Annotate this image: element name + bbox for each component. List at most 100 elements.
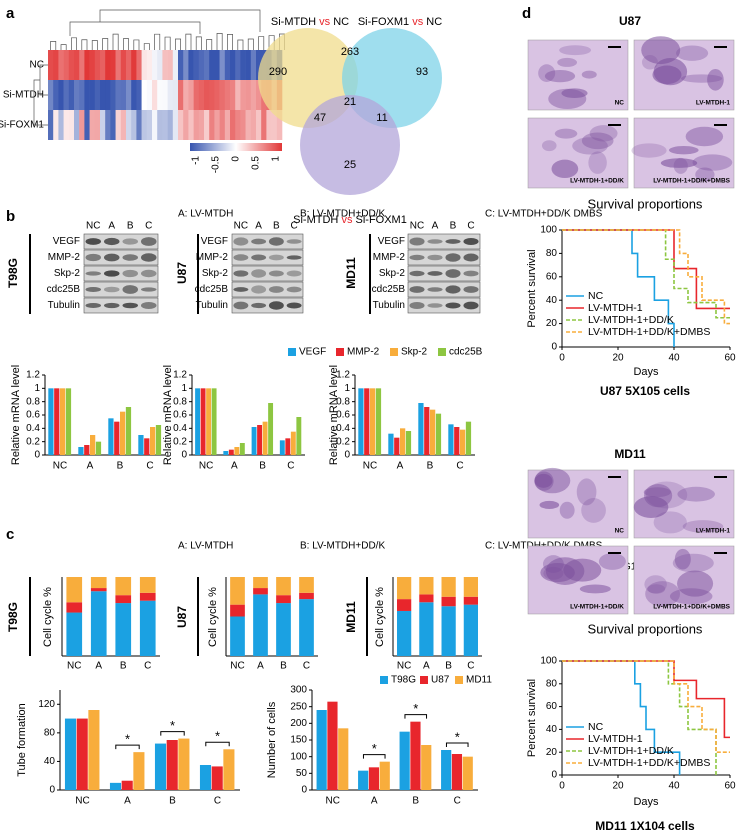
y-axis-label: Percent survival (526, 679, 538, 757)
blot-band (122, 254, 139, 261)
legend-swatch (288, 348, 296, 356)
x-tick-label: NC (363, 461, 377, 472)
heatmap-cell (250, 50, 257, 80)
micrograph-label: LV-MTDH-1+DD/K (570, 178, 624, 185)
heatmap-cell (141, 50, 148, 80)
tissue-blob (653, 511, 687, 534)
protein-label: Skp-2 (379, 268, 406, 279)
bar (462, 756, 473, 790)
venn-circle (300, 95, 400, 195)
bar (65, 388, 72, 455)
heatmap-cell (230, 110, 236, 140)
heatmap-cell (141, 110, 148, 140)
protein-label: MMP-2 (48, 252, 81, 263)
dendrogram (33, 9, 285, 126)
heatmap-cell (204, 80, 210, 110)
chart-title: Survival proportions (588, 621, 703, 636)
bar (279, 440, 285, 455)
blot-band (427, 254, 443, 261)
dendro-branch (69, 9, 261, 36)
y-tick-label: 0 (181, 450, 187, 461)
treatment-header: A: LV-MTDH (178, 541, 233, 552)
bar (200, 388, 206, 455)
heatmap-cell (209, 80, 215, 110)
heatmap-cell (89, 50, 96, 80)
bar (211, 766, 223, 790)
significance-label: * (215, 729, 220, 744)
bar (388, 433, 394, 455)
x-tick-label: C (456, 461, 463, 472)
tissue-blob (534, 471, 554, 491)
blot-band (445, 253, 461, 262)
heatmap-cell (193, 80, 200, 110)
heatmap-cell (167, 80, 174, 110)
heatmap-cell (146, 50, 153, 80)
dendro-branch (164, 36, 171, 50)
dendro-branch (60, 44, 67, 50)
blot-band (268, 237, 284, 246)
heatmap-cell (157, 110, 163, 140)
blot-band (85, 303, 102, 308)
bar-segment (115, 595, 132, 604)
heatmap-cell (120, 80, 127, 110)
heatmap-cell (183, 110, 189, 140)
heatmap-cell (58, 110, 64, 140)
heatmap-cell (245, 110, 252, 140)
tissue-blob (641, 55, 658, 70)
heatmap-cell (271, 110, 278, 140)
x-tick-label: B (280, 661, 287, 672)
tissue-blob (695, 167, 715, 182)
x-tick-label: A (257, 661, 264, 672)
heatmap-cell (209, 50, 215, 80)
blot-strip (231, 265, 304, 282)
heatmap-cell (126, 50, 132, 80)
bar (133, 752, 145, 790)
bar (211, 388, 217, 455)
blot-band (427, 303, 443, 308)
bar-segment (115, 577, 132, 596)
x-tick-label: A (95, 661, 102, 672)
x-tick-label: C (144, 661, 151, 672)
y-axis-label: Tube formation (16, 703, 28, 777)
bar (405, 431, 412, 455)
venn-title-part: Si-MTDH (271, 16, 316, 28)
tissue-blob (598, 553, 626, 570)
blot-band (268, 301, 284, 310)
heatmap-cell (79, 80, 85, 110)
blot-strip (83, 233, 159, 250)
x-tick-label: B (120, 661, 127, 672)
venn-title-part: vs (412, 16, 424, 28)
legend-swatch (455, 676, 463, 684)
micrograph-label: LV-MTDH-1+DD/K+DMBS (653, 604, 730, 611)
blot-band (85, 253, 102, 262)
x-tick-label: 0 (559, 353, 565, 364)
blot-band (427, 287, 443, 292)
bar (120, 411, 126, 455)
y-tick-label: 80 (44, 727, 56, 738)
tissue-blob (641, 36, 681, 65)
heatmap-cell (183, 80, 189, 110)
y-tick-label: 0.8 (173, 396, 187, 407)
bar (88, 710, 100, 790)
heatmap-cell (105, 50, 111, 80)
bar-segment (139, 592, 156, 601)
heatmap-cell (120, 110, 127, 140)
y-axis-label: Cell cycle % (42, 587, 54, 647)
heatmap-cell (94, 110, 101, 140)
bar-segment (253, 594, 268, 656)
x-tick-label: C (146, 461, 153, 472)
lane-label: A (108, 221, 115, 232)
heatmap-cell (245, 50, 252, 80)
lane-label: A (255, 221, 262, 232)
legend-label: LV-MTDH-1+DD/K+DMBS (588, 757, 710, 769)
y-tick-label: 0.6 (336, 410, 350, 421)
heatmap-cell (48, 110, 54, 140)
y-axis-label: Relative mRNA level (162, 365, 174, 465)
x-tick-label: 20 (612, 781, 624, 792)
protein-label: cdc25B (195, 284, 229, 295)
colorbar (190, 143, 282, 151)
panel-label: c (6, 526, 14, 543)
x-tick-label: C (287, 461, 294, 472)
blot-band (233, 287, 249, 292)
bar (114, 421, 120, 455)
